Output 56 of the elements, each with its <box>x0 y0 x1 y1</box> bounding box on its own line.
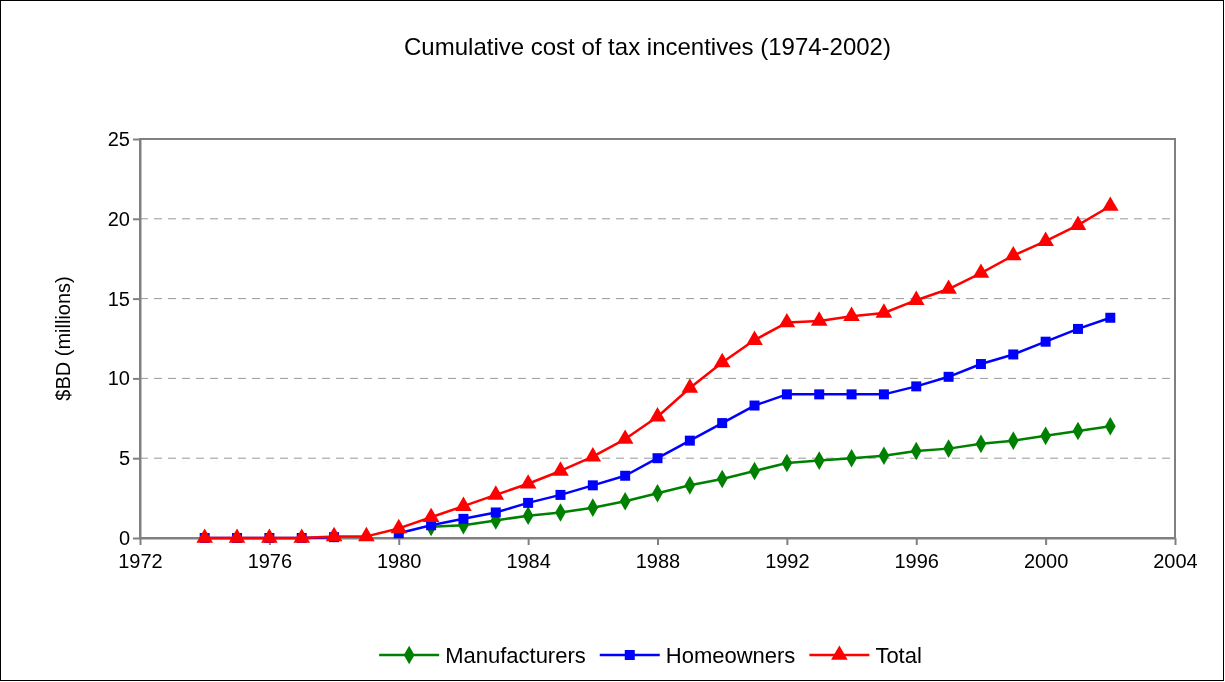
point <box>681 378 699 393</box>
legend-label: Total <box>875 642 922 668</box>
y-tick-label: 5 <box>118 447 130 470</box>
x-tick-label: 1972 <box>118 550 163 572</box>
point <box>1105 312 1116 323</box>
point <box>1004 245 1022 261</box>
point <box>587 480 598 491</box>
point <box>814 389 825 400</box>
chart-title: Cumulative cost of tax incentives (1974-2002) <box>404 33 891 60</box>
point <box>975 359 986 370</box>
x-tick-label: 1992 <box>765 550 810 572</box>
point <box>1008 349 1019 360</box>
x-tick-label: 1976 <box>247 550 293 572</box>
y-tick-label: 15 <box>107 287 130 310</box>
x-tick-label: 1988 <box>635 550 681 572</box>
point <box>1037 231 1054 246</box>
point <box>523 497 534 508</box>
point <box>749 400 760 411</box>
point <box>652 453 663 464</box>
point <box>875 303 893 318</box>
y-tick-label: 20 <box>107 207 130 230</box>
point <box>843 306 860 321</box>
point <box>810 311 828 326</box>
point <box>878 389 889 400</box>
point <box>649 407 666 422</box>
x-tick-label: 1980 <box>377 550 422 572</box>
point <box>940 279 957 294</box>
x-tick-label: 2000 <box>1023 550 1069 572</box>
point <box>911 381 922 392</box>
x-tick-label: 1984 <box>506 550 551 572</box>
y-tick-label: 10 <box>107 367 130 390</box>
y-tick-label: 0 <box>118 526 130 549</box>
point <box>778 312 796 328</box>
point <box>555 489 566 500</box>
point <box>458 513 469 524</box>
point <box>713 352 731 368</box>
point <box>490 507 501 518</box>
point <box>846 389 857 400</box>
point <box>620 470 631 481</box>
y-tick-label: 25 <box>107 127 130 150</box>
point <box>781 389 792 400</box>
legend-label: Homeowners <box>665 642 796 668</box>
point <box>972 263 990 278</box>
point <box>746 330 763 345</box>
point <box>1072 323 1083 334</box>
point <box>1069 215 1087 230</box>
legend-label: Manufacturers <box>445 642 586 668</box>
x-tick-label: 2004 <box>1153 550 1198 572</box>
point <box>1101 196 1119 211</box>
point <box>684 435 695 446</box>
point <box>943 371 954 382</box>
point <box>907 290 925 305</box>
x-tick-label: 1996 <box>894 550 939 572</box>
point <box>717 418 728 429</box>
y-axis-title: $BD (millions) <box>52 276 74 401</box>
point <box>1040 336 1051 347</box>
